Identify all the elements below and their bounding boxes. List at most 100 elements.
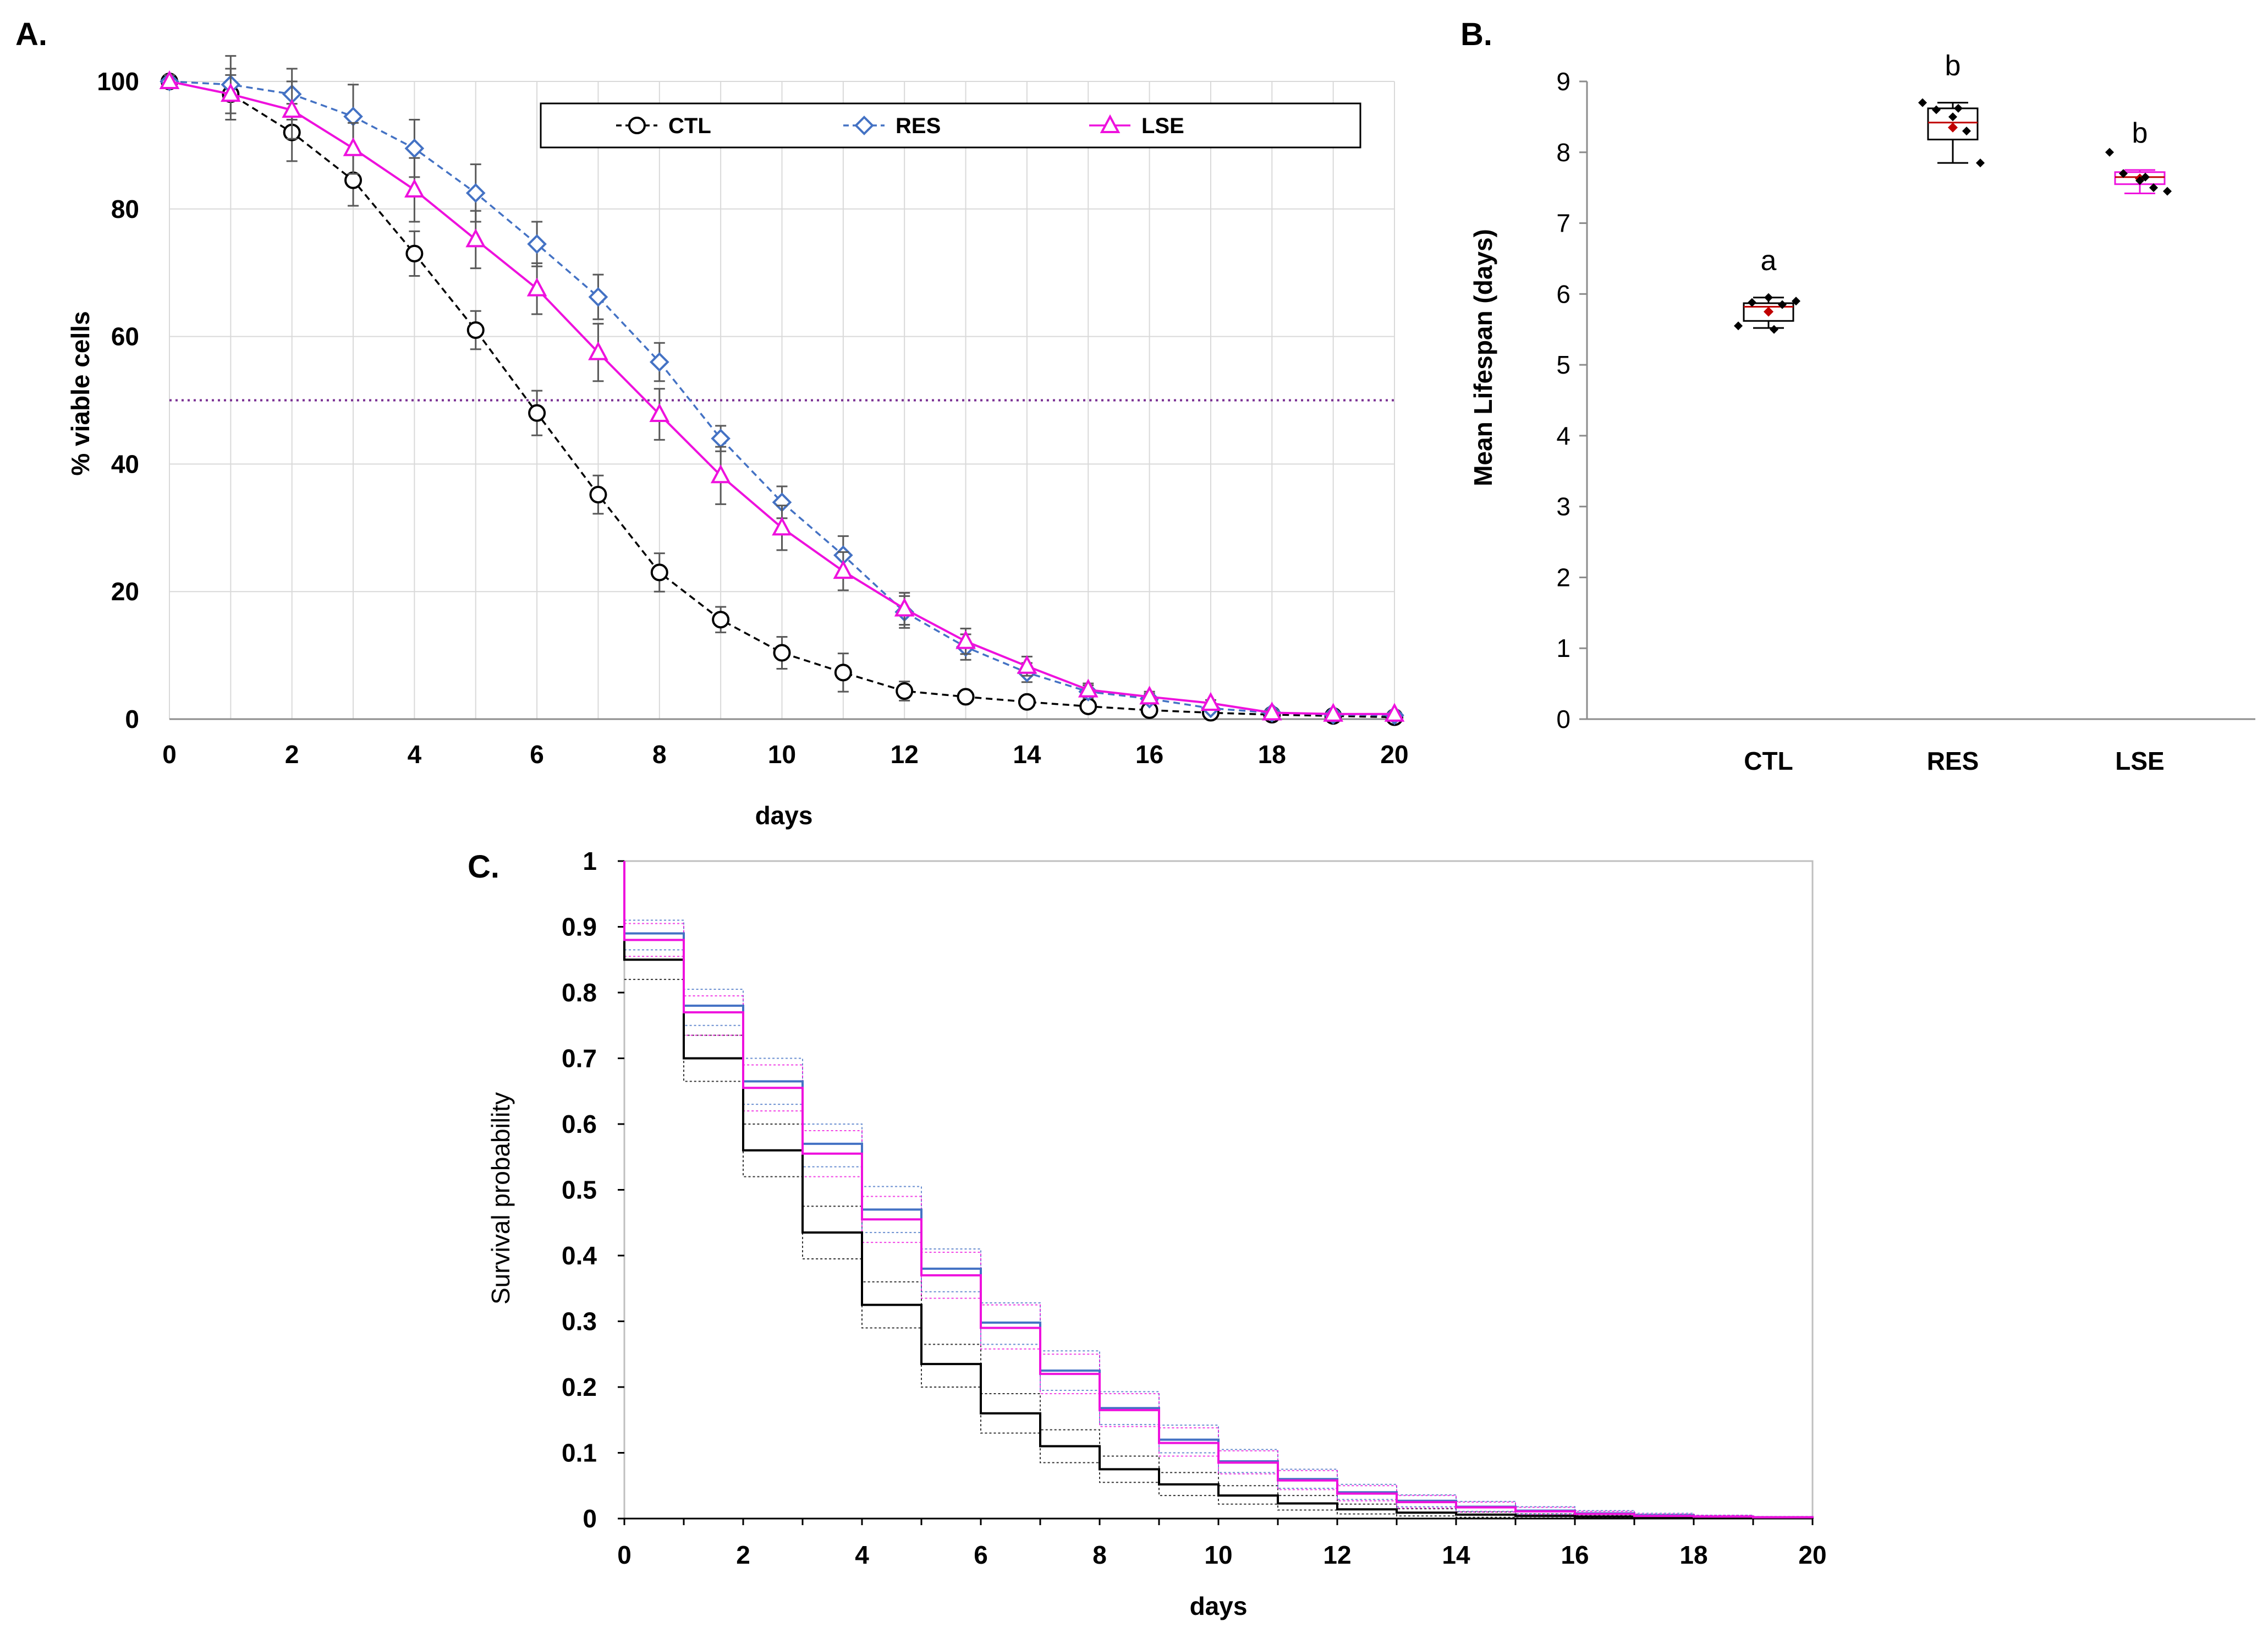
data-point-ctl (957, 688, 975, 706)
panel-a-x-axis-title: days (755, 801, 813, 830)
x-tick-label: 14 (1442, 1541, 1470, 1569)
y-tick-label: 9 (1556, 67, 1570, 96)
data-point-lse (1200, 692, 1221, 711)
box-data-point (1918, 98, 1927, 107)
data-point-lse (465, 228, 486, 248)
survival-step-ctl (623, 861, 1814, 1519)
data-point-ctl (896, 682, 914, 700)
legend-marker-res (854, 116, 874, 135)
x-tick-label: 4 (855, 1541, 869, 1569)
data-point-ctl (834, 664, 852, 682)
data-point-lse (710, 464, 731, 484)
panel-b-y-axis-title: Mean Lifespan (days) (1469, 229, 1497, 486)
x-tick-label: 16 (1561, 1541, 1589, 1569)
box-data-point (1748, 298, 1756, 307)
x-tick-label: 14 (1013, 740, 1041, 769)
y-tick-label: 0.5 (562, 1176, 597, 1204)
panel-c-axes: 00.10.20.30.40.50.60.70.80.910 2 4 6 8 10 12 14… (562, 847, 1827, 1569)
data-point-lse (1139, 686, 1160, 705)
data-point-lse (159, 70, 180, 89)
series-line-ctl (169, 80, 1395, 719)
panel-b-label: B. (1460, 17, 1492, 52)
box-data-point (1948, 112, 1957, 122)
x-tick-label: 6 (974, 1541, 988, 1569)
y-tick-label: 8 (1556, 138, 1570, 167)
box-data-point (1778, 300, 1787, 309)
data-point-lse (894, 598, 915, 617)
y-tick-label: 0.2 (562, 1373, 597, 1401)
x-tick-label: 8 (1092, 1541, 1107, 1569)
data-point-ctl (650, 563, 668, 582)
data-point-lse (404, 178, 425, 198)
legend-label-ctl: CTL (668, 114, 711, 138)
data-point-ctl (344, 171, 363, 189)
data-point-lse (833, 560, 854, 579)
box-data-point (2149, 183, 2158, 193)
x-tick-label: 18 (1679, 1541, 1707, 1569)
box-ctl: a CTL (1734, 245, 1800, 775)
x-tick-label: 12 (891, 740, 919, 769)
x-tick-label: 10 (1204, 1541, 1232, 1569)
data-point-lse (526, 277, 547, 297)
box-data-point (1792, 297, 1800, 306)
y-tick-label: 1 (583, 847, 597, 875)
y-tick-label: 3 (1556, 492, 1570, 521)
data-point-res (527, 234, 547, 254)
data-point-lse (1384, 703, 1405, 722)
panel-a-legend: CTL RES LSE (540, 102, 1361, 149)
x-category-label-ctl: CTL (1744, 747, 1793, 775)
series-lse (159, 68, 1405, 722)
panel-b-boxes: a CTL b RES b LSE (1734, 50, 2172, 775)
y-tick-label: 60 (111, 322, 139, 351)
y-tick-label: 7 (1556, 209, 1570, 238)
data-point-ctl (528, 404, 546, 422)
y-tick-label: 0.6 (562, 1110, 597, 1138)
x-tick-label: 12 (1323, 1541, 1351, 1569)
panel-a-label: A. (15, 17, 47, 52)
significance-letter-res: b (1945, 50, 1961, 82)
data-point-lse (343, 137, 364, 156)
data-point-res (465, 183, 486, 203)
box-res: b RES (1918, 50, 1985, 775)
y-tick-label: 0.7 (562, 1044, 597, 1073)
series-line-res (169, 80, 1395, 716)
series-ci-ctl (624, 939, 1813, 1519)
panel-c-x-axis-title: days (1190, 1592, 1248, 1620)
x-tick-label: 10 (768, 740, 796, 769)
y-tick-label: 5 (1556, 350, 1570, 379)
panel-a-axes: 0 20 40 60 80 100 0 2 4 6 8 10 12 14 16 18 20 (97, 67, 1408, 769)
significance-letter-lse: b (2132, 117, 2148, 149)
box-data-point (1954, 103, 1963, 113)
box-data-point (1770, 325, 1778, 334)
x-tick-label: 6 (530, 740, 544, 769)
significance-letter-ctl: a (1761, 245, 1777, 277)
legend-marker-lse (1100, 114, 1121, 133)
data-point-ctl (1018, 693, 1036, 711)
data-point-lse (221, 83, 241, 102)
box-data-point (2163, 187, 2172, 196)
box-data-point (2141, 172, 2150, 182)
x-tick-label: 20 (1380, 740, 1408, 769)
y-tick-label: 0.1 (562, 1439, 597, 1467)
panel-b-chart: 0 1 2 3 4 5 6 7 8 9 a CTL b RES b LSE Mean Lifespan (d… (1469, 50, 2255, 775)
x-tick-label: 0 (617, 1541, 631, 1569)
y-tick-label: 0.4 (562, 1241, 597, 1270)
x-tick-label: 20 (1798, 1541, 1826, 1569)
x-category-label-res: RES (1927, 747, 1979, 775)
data-point-res (404, 138, 425, 158)
data-point-ctl (466, 321, 485, 339)
legend-label-res: RES (896, 114, 941, 138)
data-point-lse (955, 630, 976, 649)
panel-c-label: C. (468, 849, 499, 885)
legend-label-lse: LSE (1141, 114, 1184, 138)
y-tick-label: 0 (125, 705, 139, 733)
data-point-ctl (405, 244, 424, 262)
data-point-ctl (773, 644, 791, 662)
survival-step-lse (623, 861, 1814, 1519)
panel-c-series (623, 861, 1814, 1519)
box-data-point (1962, 127, 1971, 136)
y-tick-label: 0 (583, 1504, 597, 1533)
box-data-point (1976, 158, 1985, 168)
y-tick-label: 0.9 (562, 913, 597, 941)
